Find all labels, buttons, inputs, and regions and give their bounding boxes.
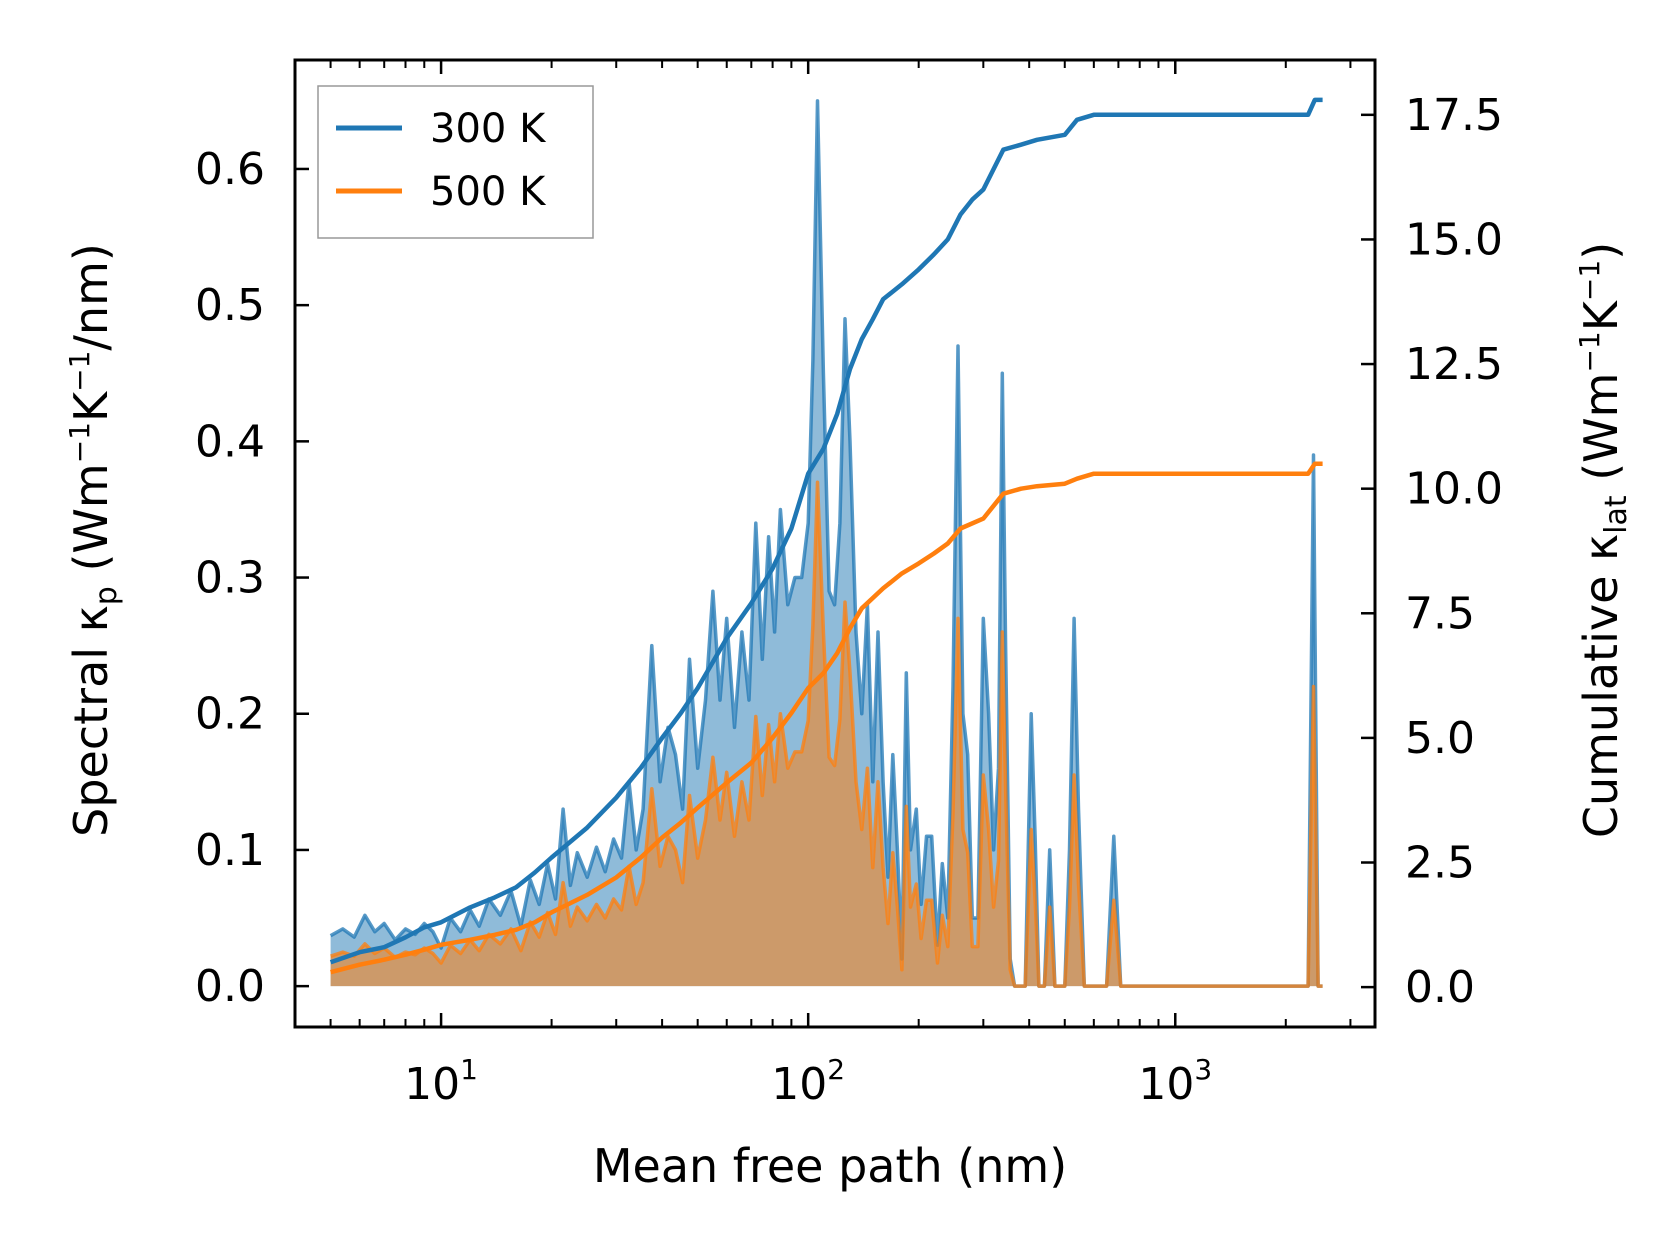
- y-left-label-close: /nm): [64, 243, 118, 350]
- y-left-tick-label: 0.5: [195, 280, 265, 331]
- y-right-tick-label: 15.0: [1405, 214, 1503, 265]
- spectral-line-500k: [330, 480, 1323, 988]
- y-left-tick-label: 0.3: [195, 553, 265, 604]
- y-left-label-sup2: −1: [63, 351, 96, 392]
- y-left-label-sup1: −1: [63, 422, 96, 463]
- y-left-tick-label: 0.2: [195, 689, 265, 740]
- x-tick-label: 103: [1138, 1053, 1212, 1110]
- legend-label-500k: 500 K: [430, 169, 547, 215]
- y-right-tick-label: 0.0: [1405, 962, 1475, 1013]
- y-right-label-mid: K: [1574, 299, 1628, 331]
- y-left-tick-label: 0.6: [195, 144, 265, 195]
- y-right-tick-label: 5.0: [1405, 713, 1475, 764]
- y-right-label-sub: lat: [1599, 495, 1634, 534]
- y-left-label-sub: p: [89, 586, 124, 605]
- y-left-label-open: (Wm: [64, 463, 118, 586]
- y-right-tick-label: 7.5: [1405, 588, 1475, 639]
- y-axis-right-label: Cumulative κlat (Wm−1K−1): [1573, 242, 1634, 838]
- legend-label-300k: 300 K: [430, 106, 547, 152]
- y-right-tick-label: 12.5: [1405, 339, 1503, 390]
- legend-box: [317, 85, 594, 239]
- y-axis-left-label: Spectral κp (Wm−1K−1/nm): [63, 243, 124, 837]
- x-axis-label: Mean free path (nm): [593, 1139, 1067, 1193]
- x-tick-label: 102: [771, 1053, 845, 1110]
- legend: 300 K 500 K: [317, 85, 594, 239]
- y-right-tick-label: 17.5: [1405, 90, 1503, 141]
- y-right-tick-label: 10.0: [1405, 464, 1503, 515]
- y-right-label-sup2: −1: [1573, 260, 1606, 301]
- y-left-tick-label: 0.4: [195, 416, 265, 467]
- y-left-label-prefix: Spectral κ: [64, 605, 118, 837]
- axis-ticks: 0.0 0.1 0.2 0.3 0.4 0.5 0.6 0.0 2.5 5.0 7.5 10.0 12.…: [195, 60, 1503, 1110]
- cumulative-line-300k: [329, 97, 1323, 965]
- y-right-label-close: ): [1574, 242, 1628, 260]
- y-right-label-sup1: −1: [1573, 331, 1606, 372]
- y-right-label-open: (Wm: [1574, 373, 1628, 496]
- series-lines: [329, 97, 1323, 988]
- y-right-tick-label: 2.5: [1405, 838, 1475, 889]
- y-left-label-mid: K: [64, 390, 118, 422]
- y-left-tick-label: 0.1: [195, 825, 265, 876]
- x-tick-label: 101: [404, 1053, 478, 1110]
- y-right-label-prefix: Cumulative κ: [1574, 534, 1628, 838]
- plot-frame: [293, 58, 1377, 1029]
- cumulative-line-500k: [330, 461, 1323, 975]
- y-left-tick-label: 0.0: [195, 961, 265, 1012]
